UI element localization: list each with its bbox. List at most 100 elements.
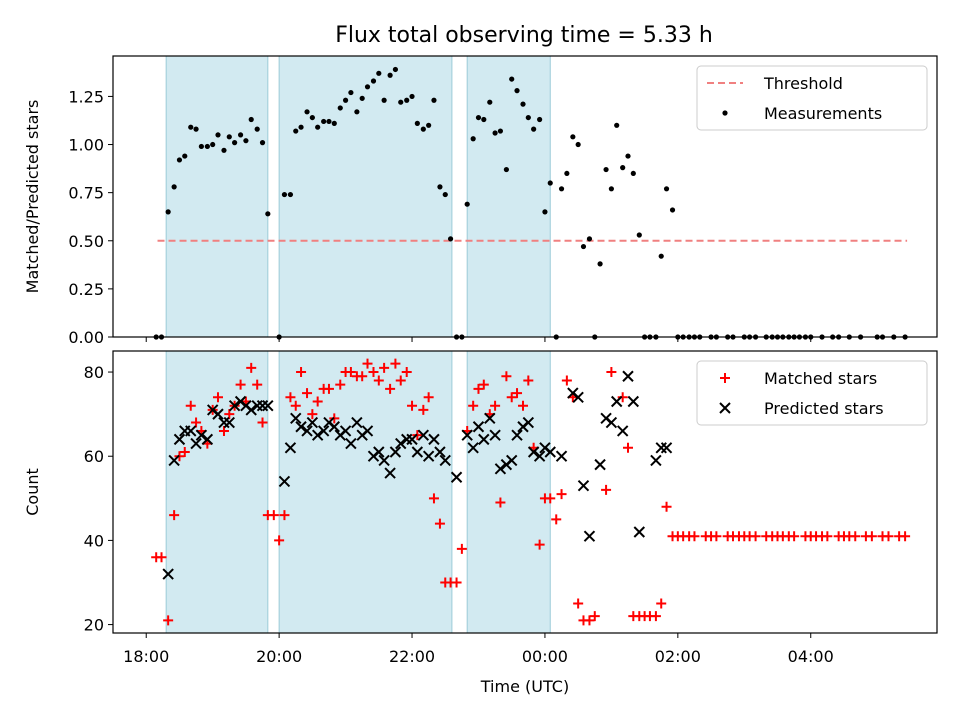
measurement-point xyxy=(210,141,216,148)
measurement-point xyxy=(614,122,620,128)
measurement-point xyxy=(481,116,487,123)
measurement-point xyxy=(475,114,482,121)
measurement-point xyxy=(337,105,343,111)
predicted-star-point xyxy=(395,437,407,450)
predicted-star-point xyxy=(389,446,402,458)
predicted-star-point xyxy=(306,416,319,429)
predicted-star-point xyxy=(245,404,257,416)
predicted-star-point xyxy=(190,437,202,450)
measurement-point xyxy=(204,143,210,150)
y-axis-label: Count xyxy=(23,468,42,516)
matched-star-point xyxy=(274,535,285,546)
predicted-star-point xyxy=(262,400,274,412)
measurement-point xyxy=(620,165,626,171)
predicted-star-point xyxy=(384,467,396,479)
matched-star-point xyxy=(179,447,190,458)
matched-star-point xyxy=(212,392,223,403)
x-tick-label: 04:00 xyxy=(788,647,834,666)
measurement-point xyxy=(331,120,337,126)
measurement-point xyxy=(370,78,377,84)
matched-star-point xyxy=(656,598,667,609)
matched-star-point xyxy=(900,531,911,542)
measurement-point xyxy=(437,184,443,190)
legend-label: Matched stars xyxy=(764,369,877,388)
matched-star-point xyxy=(545,493,556,504)
measurement-point xyxy=(321,118,327,125)
matched-star-point xyxy=(373,375,384,386)
measurement-point xyxy=(188,124,194,130)
measurement-point xyxy=(520,101,526,107)
measurement-point xyxy=(364,84,371,90)
measurement-point xyxy=(198,143,204,150)
matched-star-point xyxy=(561,375,572,386)
observing-interval-2 xyxy=(466,55,551,338)
predicted-star-point xyxy=(594,458,606,471)
matched-star-point xyxy=(501,371,512,382)
measurement-point xyxy=(636,232,642,238)
measurement-point xyxy=(193,126,199,132)
measurement-point xyxy=(431,97,437,103)
measurement-point xyxy=(171,184,177,190)
predicted-star-point xyxy=(422,450,435,462)
matched-star-point xyxy=(335,379,346,390)
legend-box xyxy=(696,65,928,131)
measurement-point xyxy=(487,99,493,105)
predicted-star-point xyxy=(284,442,297,454)
measurement-point xyxy=(298,124,304,130)
panel-counts: 20 40 60 80 18:00 20:00 22:00 00:00 02:00 04:00 Co… xyxy=(23,350,938,696)
measurement-point xyxy=(603,166,609,173)
predicted-star-point xyxy=(339,425,352,437)
measurement-point xyxy=(669,207,676,213)
measurement-point xyxy=(304,109,310,115)
predicted-star-point xyxy=(650,454,662,467)
measurement-point xyxy=(381,97,387,103)
predicted-star-point xyxy=(162,568,174,580)
matched-star-point xyxy=(518,400,529,411)
observing-interval-2 xyxy=(466,350,551,634)
matched-star-point xyxy=(661,501,672,512)
predicted-star-point xyxy=(633,526,646,538)
measurement-point xyxy=(404,97,410,103)
measurement-point xyxy=(658,253,664,259)
matched-star-point xyxy=(495,497,506,508)
predicted-star-point xyxy=(278,475,291,488)
matched-star-point xyxy=(606,367,617,378)
measurement-point xyxy=(221,147,227,153)
measurement-point xyxy=(564,170,570,177)
matched-star-point xyxy=(473,383,484,394)
matched-star-point xyxy=(512,388,523,399)
matched-star-point xyxy=(523,375,534,386)
measurement-point xyxy=(254,126,260,132)
y-tick-label: 0.00 xyxy=(68,328,104,347)
predicted-star-point xyxy=(439,454,451,467)
matched-star-point xyxy=(218,425,229,436)
measurement-point xyxy=(176,157,183,163)
measurement-point xyxy=(547,180,553,186)
matched-star-point xyxy=(534,539,545,550)
measurement-point xyxy=(398,99,404,105)
measurement-point xyxy=(575,141,581,148)
measurement-point xyxy=(586,236,593,242)
y-tick-label: 20 xyxy=(84,616,104,635)
matched-star-point xyxy=(156,552,167,563)
y-axis-label: Matched/Predicted stars xyxy=(23,100,42,294)
predicted-star-point xyxy=(212,408,224,420)
matched-star-point xyxy=(428,493,439,504)
measurement-point xyxy=(326,118,332,125)
measurement-point xyxy=(165,209,171,215)
x-tick-label: 00:00 xyxy=(522,647,568,666)
measurement-point xyxy=(232,140,238,146)
matched-star-point xyxy=(296,367,307,378)
legend-predicted-marker xyxy=(719,402,731,414)
predicted-star-point xyxy=(378,454,390,467)
matched-star-point xyxy=(252,379,263,390)
matched-star-point xyxy=(617,392,628,403)
predicted-star-point xyxy=(605,416,618,429)
predicted-star-point xyxy=(311,429,324,441)
predicted-star-point xyxy=(506,454,518,467)
matched-star-point xyxy=(401,367,412,378)
measurement-point xyxy=(359,95,365,101)
matched-star-point xyxy=(506,392,517,403)
predicted-star-point xyxy=(185,425,197,437)
